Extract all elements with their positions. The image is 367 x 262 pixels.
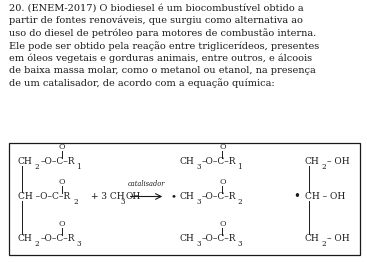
Text: – OH: – OH <box>327 234 349 243</box>
Text: –O–C–R: –O–C–R <box>201 192 236 201</box>
Text: O: O <box>58 178 65 186</box>
Text: – OH: – OH <box>327 157 349 166</box>
Text: CH: CH <box>18 234 32 243</box>
Text: 1: 1 <box>237 163 242 171</box>
Text: O: O <box>58 143 65 151</box>
Bar <box>9 143 360 255</box>
Text: O: O <box>58 220 65 228</box>
Text: OH: OH <box>125 192 141 201</box>
Text: CH: CH <box>18 157 32 166</box>
Text: 20. (ENEM-2017) O biodiesel é um biocombustível obtido a
partir de fontes renová: 20. (ENEM-2017) O biodiesel é um biocomb… <box>9 4 319 88</box>
Text: O: O <box>219 143 226 151</box>
Text: 3: 3 <box>120 198 125 206</box>
Text: –O–C–R: –O–C–R <box>40 234 75 243</box>
Text: 2: 2 <box>34 240 39 248</box>
Text: 2: 2 <box>237 198 242 206</box>
Text: CH – OH: CH – OH <box>305 192 345 201</box>
Text: 2: 2 <box>321 163 326 171</box>
Text: 3: 3 <box>196 163 200 171</box>
Text: •: • <box>171 192 177 201</box>
Text: –O–C–R: –O–C–R <box>201 157 236 166</box>
Text: 3: 3 <box>196 198 200 206</box>
Text: + 3 CH: + 3 CH <box>91 192 125 201</box>
Text: 2: 2 <box>34 163 39 171</box>
Text: 3: 3 <box>196 240 200 248</box>
Text: catalisador: catalisador <box>128 180 165 188</box>
Text: 2: 2 <box>73 198 78 206</box>
Text: CH: CH <box>305 157 319 166</box>
Text: O: O <box>219 178 226 186</box>
Text: CH: CH <box>179 234 194 243</box>
Text: CH –O–C–R: CH –O–C–R <box>18 192 70 201</box>
Text: –O–C–R: –O–C–R <box>40 157 75 166</box>
Text: 1: 1 <box>76 163 81 171</box>
Text: •: • <box>294 190 301 203</box>
Text: CH: CH <box>305 234 319 243</box>
Text: –O–C–R: –O–C–R <box>201 234 236 243</box>
Text: O: O <box>219 220 226 228</box>
Text: 2: 2 <box>321 240 326 248</box>
Text: 3: 3 <box>237 240 241 248</box>
Text: CH: CH <box>179 157 194 166</box>
Text: CH: CH <box>179 192 194 201</box>
Text: 3: 3 <box>76 240 81 248</box>
